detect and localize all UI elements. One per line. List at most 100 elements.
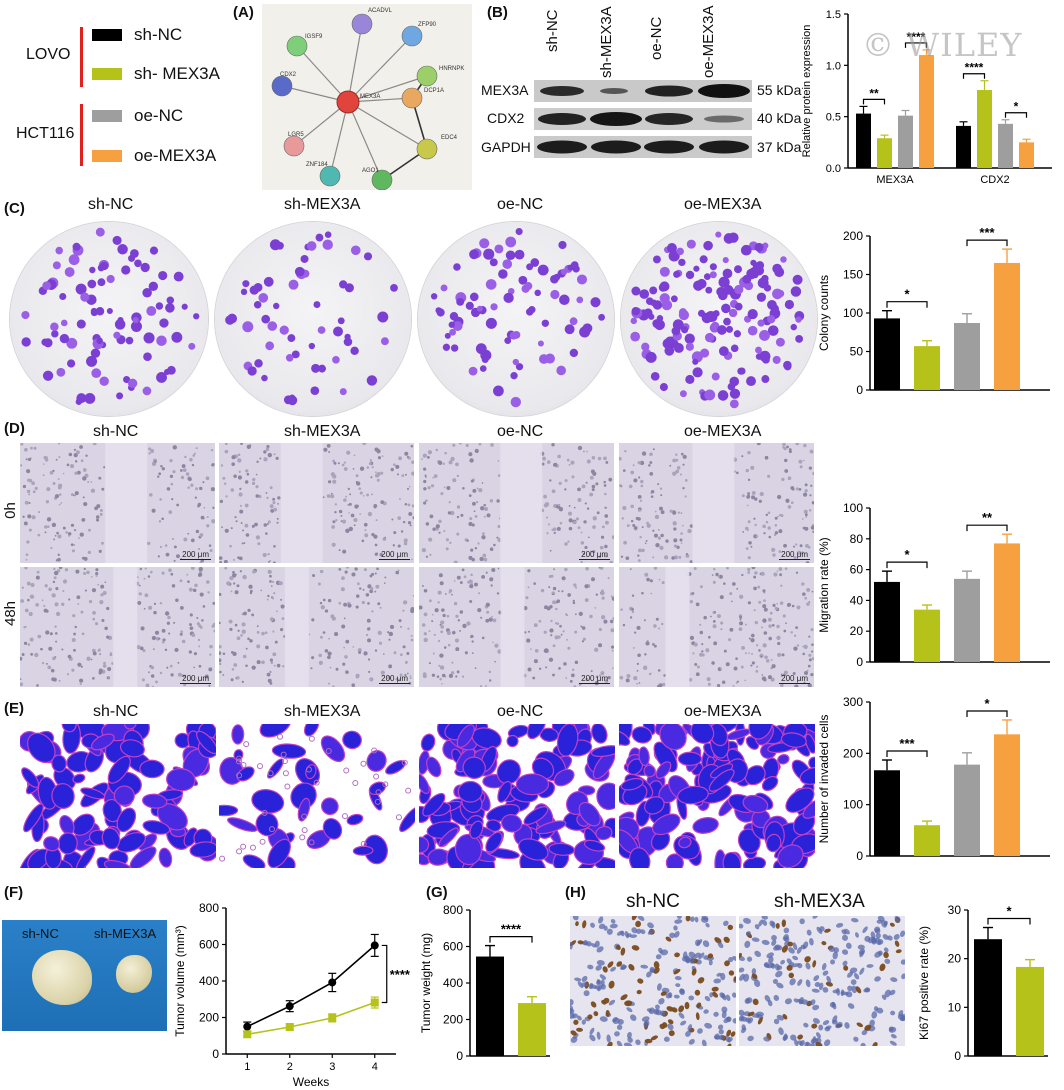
colony (704, 389, 716, 401)
cell (563, 662, 567, 666)
nucleus (810, 1043, 816, 1046)
colony (704, 332, 715, 343)
cell (456, 515, 460, 519)
cell (439, 623, 442, 626)
cell (196, 616, 199, 619)
cell (184, 455, 187, 459)
membrane-pore (249, 844, 256, 851)
nucleus (726, 1016, 732, 1023)
cell (79, 445, 83, 449)
invaded-cell (515, 773, 550, 796)
invaded-cell (320, 797, 339, 816)
invaded-cell (368, 781, 386, 796)
cell (334, 510, 337, 514)
invaded-cell (426, 756, 442, 778)
cell (551, 528, 554, 531)
nucleus (743, 973, 750, 982)
scale-bar: 200 μm (180, 674, 211, 684)
ki67-positive-nucleus (685, 916, 691, 922)
invaded-cell (485, 831, 503, 853)
cell (431, 673, 436, 677)
cell (538, 667, 542, 670)
cell (679, 473, 682, 476)
cell (170, 673, 174, 677)
cell (31, 481, 35, 486)
cell (20, 656, 23, 661)
nucleus (758, 919, 764, 927)
membrane-pore (373, 773, 380, 780)
cell (807, 683, 812, 687)
tumor-sh-nc (32, 950, 92, 1005)
cell (29, 594, 34, 599)
legend-cell-line-lovo: LOVO (26, 46, 71, 63)
cell (544, 648, 549, 653)
cell (95, 622, 99, 626)
colony (673, 343, 684, 353)
nucleus (721, 1006, 728, 1013)
cell (455, 675, 458, 678)
invaded-cell (761, 775, 779, 792)
cell (774, 531, 779, 535)
cell (198, 645, 201, 648)
nucleus (882, 934, 889, 940)
cell (23, 626, 26, 629)
bar (994, 543, 1020, 662)
nucleus (723, 920, 729, 927)
cell (103, 661, 106, 665)
cell (49, 632, 53, 636)
nucleus (763, 1036, 771, 1042)
nucleus (603, 925, 608, 931)
cell (193, 666, 196, 669)
cell (208, 544, 212, 547)
cell (52, 469, 55, 473)
cell (332, 520, 336, 524)
colony (780, 256, 787, 263)
cell (763, 532, 766, 535)
cell (364, 533, 369, 538)
cell (54, 625, 57, 628)
cell (393, 651, 397, 655)
cell (592, 516, 597, 521)
invaded-cell (438, 827, 459, 848)
nucleus (800, 999, 809, 1005)
cell (639, 499, 643, 502)
cell (345, 670, 349, 674)
cell (245, 647, 248, 650)
bar (954, 323, 980, 390)
nucleus (772, 978, 778, 984)
colony (686, 239, 696, 249)
cell (735, 657, 738, 660)
cell (335, 667, 339, 671)
cell (720, 628, 723, 631)
cell (481, 636, 485, 640)
cell (272, 501, 276, 505)
cell (234, 623, 238, 627)
colony (537, 340, 544, 347)
cell (477, 542, 480, 545)
cell (453, 580, 456, 582)
cell (403, 600, 408, 605)
cell (24, 608, 29, 613)
cell (219, 499, 224, 504)
cell (811, 590, 814, 593)
cell (492, 641, 494, 644)
colony (693, 265, 700, 272)
cell (362, 588, 365, 591)
cell (723, 649, 727, 653)
cell (161, 639, 164, 641)
cell (43, 604, 46, 607)
nucleus (783, 1033, 788, 1042)
nucleus (713, 1011, 719, 1017)
significance-bracket (381, 944, 388, 1004)
cell (375, 584, 380, 589)
cell (340, 587, 345, 592)
nucleus (881, 994, 887, 1000)
invasion-image (419, 724, 615, 868)
cell (675, 453, 678, 456)
invaded-cell (61, 724, 77, 733)
cell (581, 626, 586, 630)
colony (263, 276, 274, 287)
cell (41, 661, 45, 665)
cell (604, 544, 608, 549)
invaded-cell (102, 798, 122, 823)
